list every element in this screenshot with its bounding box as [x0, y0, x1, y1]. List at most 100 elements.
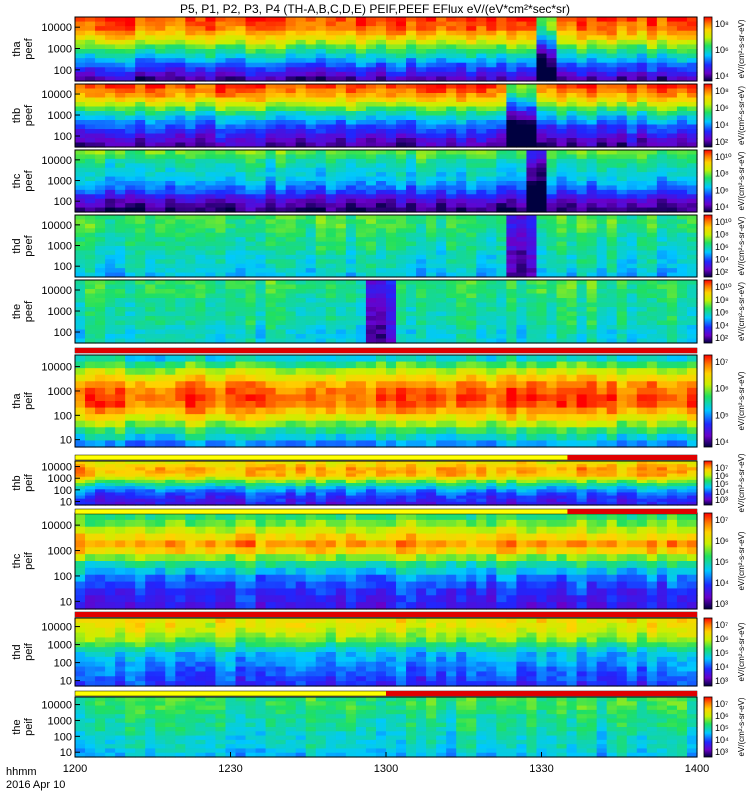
heatmap-cell [616, 302, 628, 308]
heatmap-cell [295, 181, 307, 187]
heatmap-cell [285, 237, 297, 243]
heatmap-cell [586, 150, 598, 156]
heatmap-cell [85, 62, 96, 68]
heatmap-cell [386, 17, 397, 23]
heatmap-cell [135, 53, 146, 59]
heatmap-cell [125, 93, 136, 99]
heatmap-cell [265, 97, 277, 103]
heatmap-cell [516, 154, 528, 160]
heatmap-cell [576, 138, 588, 144]
heatmap-cell [556, 334, 568, 340]
heatmap-cell [656, 207, 668, 213]
heatmap-cell [325, 302, 337, 308]
heatmap-cell [486, 374, 497, 382]
heatmap-cell [85, 289, 96, 295]
heatmap-cell [686, 163, 698, 169]
heatmap-cell [566, 158, 578, 164]
heatmap-cell [416, 298, 427, 304]
heatmap-cell [145, 237, 156, 243]
heatmap-cell [105, 368, 116, 376]
heatmap-cell [345, 30, 357, 36]
heatmap-cell [355, 176, 367, 182]
heatmap-cell [406, 355, 417, 363]
heatmap-cell [75, 268, 86, 274]
heatmap-cell [355, 420, 367, 428]
heatmap-cell [205, 58, 217, 64]
heatmap-cell [165, 215, 176, 221]
heatmap-cell [165, 440, 176, 448]
heatmap-cell [345, 394, 357, 402]
heatmap-cell [516, 49, 528, 55]
heatmap-cell [175, 120, 186, 126]
heatmap-cell [416, 334, 427, 340]
heatmap-cell [115, 401, 126, 409]
heatmap-cell [486, 284, 497, 290]
heatmap-cell [85, 311, 96, 317]
heatmap-cell [596, 263, 608, 269]
heatmap-cell [506, 334, 518, 340]
heatmap-cell [155, 44, 166, 50]
heatmap-cell [476, 381, 487, 389]
heatmap-cell [105, 21, 116, 27]
heatmap-cell [386, 93, 397, 99]
heatmap-cell [576, 268, 588, 274]
heatmap-cell [225, 30, 237, 36]
heatmap-cell [325, 88, 337, 94]
heatmap-cell [676, 320, 688, 326]
heatmap-cell [225, 71, 237, 78]
heatmap-cell [375, 329, 387, 335]
heatmap-cell [506, 21, 518, 27]
heatmap-cell [686, 241, 698, 247]
heatmap-cell [416, 293, 427, 299]
heatmap-cell [215, 263, 227, 269]
heatmap-cell [325, 124, 337, 130]
heatmap-cell [75, 259, 86, 265]
heatmap-cell [125, 263, 136, 269]
heatmap-cell [546, 53, 558, 59]
heatmap-cell [606, 62, 618, 68]
heatmap-cell [135, 97, 146, 103]
heatmap-cell [686, 289, 698, 295]
heatmap-cell [576, 115, 588, 121]
heatmap-cell [95, 167, 106, 173]
heatmap-cell [596, 154, 608, 160]
heatmap-cell [95, 272, 106, 278]
heatmap-cell [285, 440, 297, 448]
heatmap-cell [305, 259, 317, 265]
heatmap-cell [175, 302, 186, 308]
heatmap-cell [566, 142, 578, 148]
heatmap-cell [245, 58, 257, 64]
heatmap-cell [205, 67, 217, 73]
heatmap-cell [536, 284, 548, 290]
heatmap-cell [325, 427, 337, 435]
heatmap-cell [75, 158, 86, 164]
heatmap-cell [215, 102, 227, 108]
heatmap-cell [255, 254, 267, 260]
heatmap-cell [235, 280, 247, 286]
heatmap-cell [95, 129, 106, 135]
heatmap-cell [255, 427, 267, 435]
heatmap-cell [175, 228, 186, 234]
heatmap-cell [386, 407, 397, 415]
heatmap-cell [325, 361, 337, 369]
heatmap-cell [305, 246, 317, 252]
heatmap-cell [436, 53, 447, 59]
heatmap-cell [185, 203, 196, 209]
heatmap-cell [335, 325, 347, 331]
heatmap-cell [636, 30, 648, 36]
heatmap-cell [115, 433, 126, 442]
heatmap-cell [616, 67, 628, 73]
heatmap-cell [365, 102, 377, 108]
heatmap-cell [406, 194, 417, 200]
heatmap-cell [626, 120, 638, 126]
heatmap-cell [85, 223, 96, 229]
heatmap-cell [476, 194, 487, 200]
heatmap-cell [556, 129, 568, 135]
heatmap-cell [526, 228, 538, 234]
heatmap-cell [466, 138, 477, 144]
heatmap-cell [386, 223, 397, 229]
heatmap-cell [375, 138, 387, 144]
heatmap-cell [446, 232, 457, 238]
heatmap-cell [666, 97, 678, 103]
